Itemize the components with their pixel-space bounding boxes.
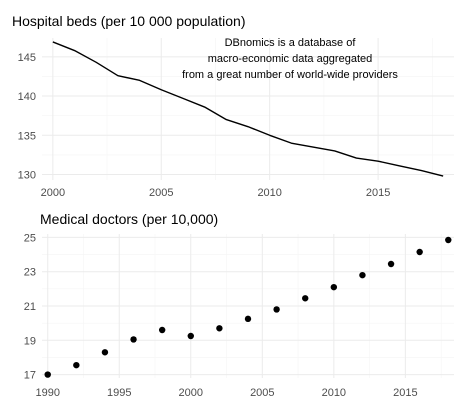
data-point <box>273 306 280 313</box>
medical-doctors-panel: Medical doctors (per 10,000) 1990 1995 200… <box>24 211 454 399</box>
y-tick-label: 140 <box>18 91 36 103</box>
x-tick-label: 1990 <box>35 387 59 399</box>
hospital-beds-tick-labels: 2000 2005 2010 2015 130 135 140 145 <box>18 52 391 199</box>
medical-doctors-series <box>44 236 452 378</box>
x-tick-label: 2010 <box>257 187 281 199</box>
x-tick-label: 2000 <box>41 187 65 199</box>
data-point <box>445 236 452 244</box>
data-point <box>158 326 166 334</box>
data-point <box>216 325 223 332</box>
medical-doctors-title: Medical doctors (per 10,000) <box>40 211 218 227</box>
hospital-beds-gridlines <box>42 38 454 180</box>
x-tick-label: 2010 <box>322 387 346 399</box>
y-tick-label: 23 <box>24 267 36 279</box>
data-point <box>416 248 423 256</box>
y-tick-label: 25 <box>24 232 36 244</box>
y-tick-label: 17 <box>24 370 36 382</box>
y-tick-label: 130 <box>18 170 36 182</box>
data-point <box>387 260 395 268</box>
hospital-beds-panel: Hospital beds (per 10 000 population) DB… <box>12 13 454 199</box>
medical-doctors-gridlines <box>42 234 454 378</box>
hospital-beds-line <box>52 41 444 177</box>
x-tick-label: 2005 <box>149 187 173 199</box>
annotation-line-2: macro-economic data aggregated <box>208 53 372 65</box>
y-tick-label: 21 <box>24 301 36 313</box>
data-point <box>244 315 252 323</box>
annotation-line-3: from a great number of world-wide provid… <box>182 69 398 81</box>
x-tick-label: 2000 <box>179 387 203 399</box>
y-tick-label: 145 <box>18 52 36 64</box>
x-tick-label: 2015 <box>366 187 390 199</box>
x-tick-label: 2005 <box>250 387 274 399</box>
data-point <box>101 349 109 356</box>
hospital-beds-annotation: DBnomics is a database of macro-economic… <box>182 37 398 81</box>
data-point <box>187 332 194 340</box>
y-tick-label: 135 <box>18 130 36 142</box>
x-tick-label: 1995 <box>107 387 131 399</box>
hospital-beds-series <box>52 41 444 177</box>
data-point <box>44 371 51 378</box>
y-tick-label: 19 <box>24 335 36 347</box>
data-point <box>73 361 80 369</box>
annotation-line-1: DBnomics is a database of <box>225 37 357 49</box>
data-point <box>359 271 366 279</box>
data-point <box>330 283 338 291</box>
hospital-beds-title: Hospital beds (per 10 000 population) <box>12 13 246 29</box>
x-tick-label: 2015 <box>393 387 417 399</box>
data-point <box>130 336 137 343</box>
medical-doctors-tick-labels: 1990 1995 2000 2005 2010 2015 17 19 21 23 25 <box>24 232 418 399</box>
data-point <box>302 295 309 302</box>
